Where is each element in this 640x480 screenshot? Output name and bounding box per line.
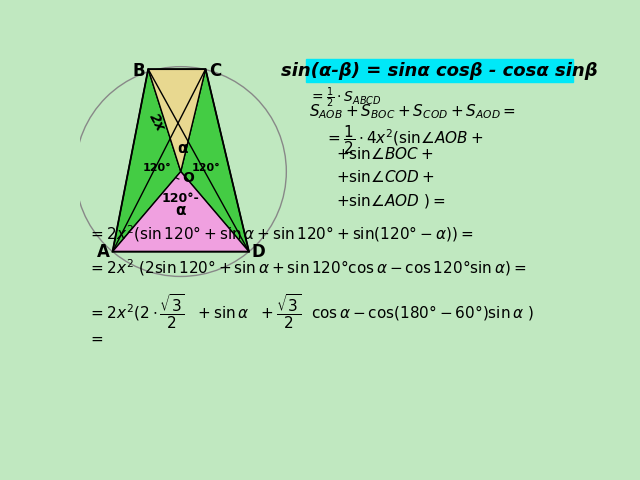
Text: α: α: [175, 203, 186, 217]
Text: $+\sin\!\angle BOC+$: $+\sin\!\angle BOC+$: [336, 146, 433, 162]
Text: B: B: [132, 62, 145, 81]
Text: $=2x^2(2\cdot\dfrac{\sqrt{3}}{2}\ \ +\sin\alpha\ \ +\dfrac{\sqrt{3}}{2}\ \ \cos\: $=2x^2(2\cdot\dfrac{\sqrt{3}}{2}\ \ +\si…: [88, 292, 534, 331]
Text: sin(α-β) = sinα cosβ - cosα sinβ: sin(α-β) = sinα cosβ - cosα sinβ: [282, 62, 598, 80]
Text: α: α: [177, 141, 188, 156]
Text: $S_{AOB}+S_{BOC}+S_{COD}+S_{AOD}=$: $S_{AOB}+S_{BOC}+S_{COD}+S_{AOD}=$: [309, 102, 516, 121]
Polygon shape: [180, 69, 249, 252]
Text: 2x: 2x: [146, 110, 167, 133]
Text: A: A: [97, 243, 109, 261]
Text: O: O: [182, 171, 195, 185]
Polygon shape: [113, 171, 249, 252]
Polygon shape: [148, 69, 205, 171]
Polygon shape: [113, 69, 180, 252]
Text: $+\sin\!\angle AOD\ )=$: $+\sin\!\angle AOD\ )=$: [336, 192, 445, 210]
FancyBboxPatch shape: [307, 59, 573, 82]
Text: $=\dfrac{1}{2} \cdot 4x^2(\sin\!\angle AOB+$: $=\dfrac{1}{2} \cdot 4x^2(\sin\!\angle A…: [325, 123, 483, 156]
Text: $=2x^2(\sin 120°+\sin\alpha+\sin 120°+\sin(120°-\alpha))=$: $=2x^2(\sin 120°+\sin\alpha+\sin 120°+\s…: [88, 223, 473, 244]
Text: C: C: [209, 62, 221, 81]
Text: 120°-: 120°-: [162, 192, 200, 205]
Text: $=$: $=$: [88, 331, 104, 346]
Text: 120°: 120°: [192, 163, 221, 173]
Text: $= \frac{1}{2} \cdot S_{ABCD}$: $= \frac{1}{2} \cdot S_{ABCD}$: [309, 86, 382, 110]
Text: $=2x^2\ (2\sin 120°+\sin\alpha+\sin 120°\cos\alpha-\cos 120°\sin\alpha)=$: $=2x^2\ (2\sin 120°+\sin\alpha+\sin 120°…: [88, 258, 526, 278]
Text: 120°: 120°: [143, 163, 172, 173]
Text: D: D: [252, 243, 265, 261]
Text: $+\sin\!\angle COD+$: $+\sin\!\angle COD+$: [336, 169, 435, 185]
